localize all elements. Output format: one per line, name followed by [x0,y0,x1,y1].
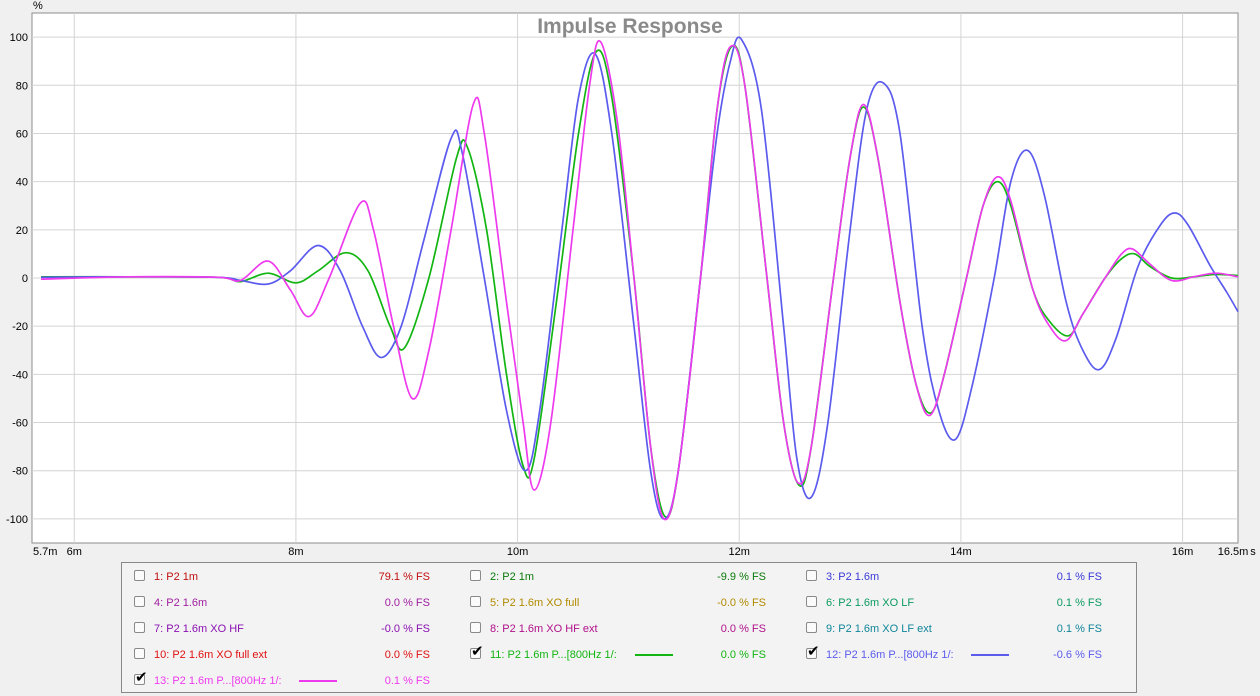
x-tick-label: 16m [1172,546,1193,558]
y-tick-label: -100 [6,514,28,526]
legend-label: 7: P2 1.6m XO HF [154,623,244,635]
legend-label: 2: P2 1m [490,571,535,583]
legend-label: 6: P2 1.6m XO LF [826,597,915,609]
legend-value: -0.0 % FS [381,623,430,635]
legend-label: 9: P2 1.6m XO LF ext [826,623,932,635]
x-axis-unit-label: s [1250,546,1256,558]
legend-item: 4: P2 1.6m 0.0 % FS [134,594,434,612]
legend-label: 3: P2 1.6m [826,571,880,583]
x-tick-label: 12m [729,546,750,558]
y-tick-label: 80 [16,80,28,92]
legend-label: 12: P2 1.6m P...[800Hz 1/: [826,649,954,661]
y-tick-label: 40 [16,177,28,189]
series-line-13 [40,39,1239,521]
legend-value: 0.0 % FS [384,597,430,609]
x-axis-ticks: 5.7m 6m 8m 10m 12m 14m 16m 16.5m s [33,546,1256,558]
legend-checkbox[interactable] [806,622,817,633]
legend-checkbox[interactable] [134,648,145,659]
x-tick-label: 16.5m [1218,546,1249,558]
legend-checkbox[interactable] [470,570,481,581]
legend-item: 2: P2 1m -9.9 % FS [470,568,770,586]
legend-checkbox[interactable] [134,570,145,581]
legend-line-swatch [299,680,337,682]
series-lines [40,36,1239,521]
chart-title: Impulse Response [537,15,723,38]
legend-checkbox[interactable]: ✔ [470,643,484,660]
legend-item: ✔ 12: P2 1.6m P...[800Hz 1/: -0.6 % FS [806,643,1106,664]
legend-checkbox[interactable]: ✔ [134,669,148,686]
legend-value: 79.1 % FS [378,571,430,583]
legend-checkbox[interactable] [470,596,481,607]
legend-item: 1: P2 1m 79.1 % FS [134,568,434,586]
y-tick-label: -80 [12,466,28,478]
legend-value: 0.0 % FS [720,623,766,635]
legend-item: 6: P2 1.6m XO LF 0.1 % FS [806,594,1106,612]
y-tick-label: 0 [22,273,28,285]
x-tick-label: 5.7m [33,546,57,558]
legend-checkbox[interactable] [134,622,145,633]
legend-item: 7: P2 1.6m XO HF -0.0 % FS [134,620,434,638]
legend-item: 10: P2 1.6m XO full ext 0.0 % FS [134,646,434,664]
legend-line-swatch [971,654,1009,656]
legend-label: 5: P2 1.6m XO full [490,597,580,609]
legend-item: 3: P2 1.6m 0.1 % FS [806,568,1106,586]
legend-value: 0.1 % FS [1056,597,1102,609]
legend-item: 8: P2 1.6m XO HF ext 0.0 % FS [470,620,770,638]
legend-checkbox[interactable] [806,596,817,607]
y-axis-unit-label: % [33,0,43,12]
y-tick-label: -60 [12,418,28,430]
x-tick-label: 8m [288,546,303,558]
legend-value: 0.1 % FS [384,675,430,687]
series-line-12 [40,36,1239,520]
legend-value: -0.0 % FS [717,597,766,609]
legend-checkbox[interactable]: ✔ [806,643,820,660]
legend-label: 11: P2 1.6m P...[800Hz 1/: [490,649,617,661]
legend-value: 0.1 % FS [1056,571,1102,583]
legend-value: -9.9 % FS [717,571,766,583]
y-tick-label: -20 [12,321,28,333]
grid-lines [32,13,1238,543]
y-tick-label: 100 [10,32,28,44]
checkmark-icon: ✔ [807,643,820,660]
legend-value: 0.1 % FS [1056,623,1102,635]
legend-item: ✔ 11: P2 1.6m P...[800Hz 1/: 0.0 % FS [470,643,770,664]
legend-checkbox[interactable] [806,570,817,581]
legend-label: 1: P2 1m [154,571,199,583]
legend-label: 8: P2 1.6m XO HF ext [490,623,598,635]
legend-item: 5: P2 1.6m XO full -0.0 % FS [470,594,770,612]
legend-value: 0.0 % FS [720,649,766,661]
y-axis-ticks: 100 80 60 40 20 0 -20 -40 -60 -80 -100 [6,32,28,526]
checkmark-icon: ✔ [471,643,484,660]
legend-panel: 1: P2 1m 79.1 % FS 2: P2 1m -9.9 % FS 3: P2 … [121,562,1137,693]
y-tick-label: -40 [12,369,28,381]
y-tick-label: 20 [16,225,28,237]
legend-value: 0.0 % FS [384,649,430,661]
legend-label: 4: P2 1.6m [154,597,208,609]
legend-item: ✔ 13: P2 1.6m P...[800Hz 1/: 0.1 % FS [134,669,434,690]
legend-label: 10: P2 1.6m XO full ext [154,649,268,661]
legend-value: -0.6 % FS [1053,649,1102,661]
legend-checkbox[interactable] [470,622,481,633]
y-tick-label: 60 [16,128,28,140]
x-tick-label: 6m [67,546,82,558]
legend-label: 13: P2 1.6m P...[800Hz 1/: [154,675,282,687]
legend-checkbox[interactable] [134,596,145,607]
checkmark-icon: ✔ [135,669,148,686]
x-tick-label: 14m [950,546,971,558]
legend-item: 9: P2 1.6m XO LF ext 0.1 % FS [806,620,1106,638]
x-tick-label: 10m [507,546,528,558]
impulse-response-chart: 100 80 60 40 20 0 -20 -40 -60 -80 -100 5.7m 6m 8m 10m… [6,0,1256,558]
legend-line-swatch [635,654,673,656]
